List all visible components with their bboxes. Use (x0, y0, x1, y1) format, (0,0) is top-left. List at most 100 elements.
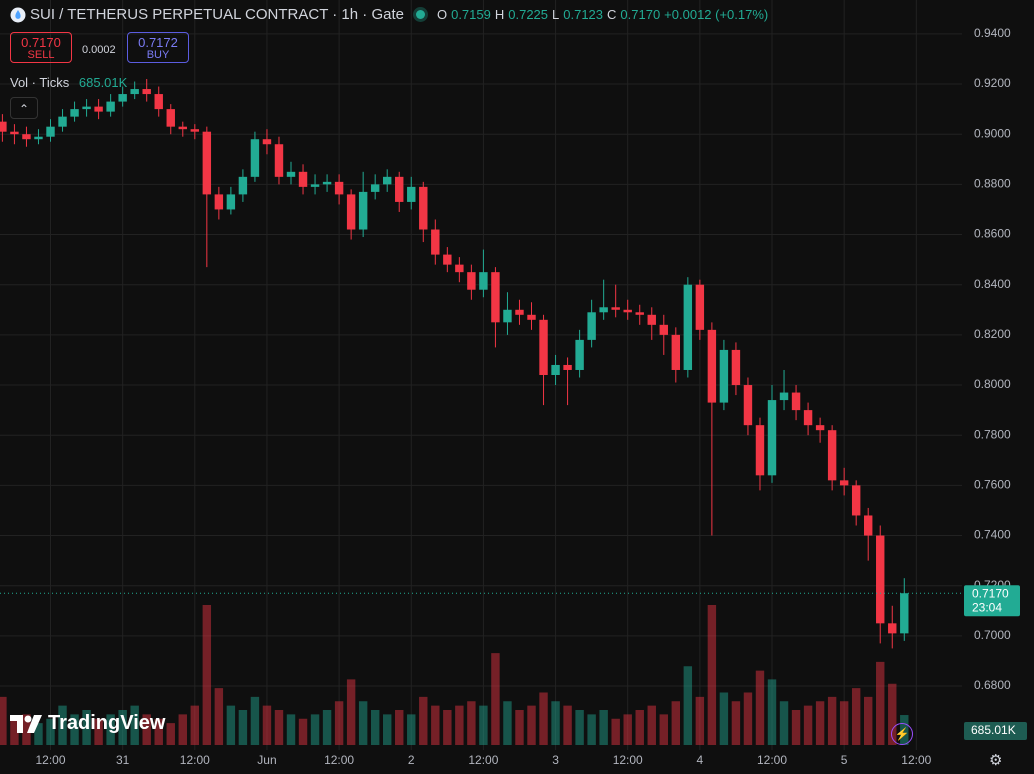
y-tick-label: 0.9000 (974, 126, 1011, 140)
volume-bar (202, 605, 212, 745)
volume-bar (250, 696, 260, 745)
x-tick-label: 12:00 (613, 753, 643, 767)
volume-legend-title[interactable]: Vol · Ticks (10, 75, 70, 90)
candle-body (515, 309, 524, 315)
candle-body (262, 139, 272, 145)
volume-bar (407, 714, 416, 745)
volume-bar (298, 718, 308, 745)
volume-bar (551, 701, 560, 745)
ohlc-key: O (436, 7, 448, 22)
y-tick-label: 0.7800 (974, 427, 1011, 441)
candle-body (743, 385, 753, 426)
volume-bar (443, 710, 452, 745)
countdown-label: 23:04 (972, 600, 1002, 614)
volume-bar (515, 710, 524, 745)
candle-body (0, 121, 7, 132)
y-tick-label: 0.8800 (974, 177, 1011, 191)
candle-body (250, 139, 260, 177)
candle-body (695, 284, 705, 330)
ohlc-value: 0.7170 (620, 7, 661, 22)
candle-body (322, 181, 332, 185)
sell-button[interactable]: 0.7170 SELL (10, 32, 72, 63)
candle-body (286, 171, 296, 177)
candle-body (431, 229, 440, 255)
x-tick-label: 2 (408, 753, 415, 767)
candle-body (467, 272, 476, 290)
candle-body (166, 109, 175, 127)
x-tick-label: 5 (841, 753, 848, 767)
candle-body (731, 349, 741, 386)
volume-bar (22, 714, 31, 745)
candle-body (154, 94, 163, 110)
y-tick-label: 0.7600 (974, 478, 1011, 492)
x-tick-label: 12:00 (901, 753, 931, 767)
settings-button[interactable]: ⚙ (989, 752, 1003, 769)
candle-body (443, 254, 452, 265)
volume-bar (888, 683, 897, 745)
x-tick-label: 12:00 (180, 753, 210, 767)
volume-bar (214, 688, 224, 745)
volume-bar (94, 718, 103, 745)
volume-bar (166, 723, 175, 745)
candle-body (803, 410, 813, 426)
candle-body (214, 194, 224, 210)
branding: TradingView (10, 712, 165, 735)
x-tick-label: 3 (552, 753, 559, 767)
candle-body (58, 116, 67, 127)
lightning-button[interactable]: ⚡ (891, 723, 913, 745)
candle-body (178, 126, 187, 130)
candle-body (647, 314, 656, 325)
candle-body (791, 392, 801, 411)
volume-bar (286, 714, 296, 745)
last-price-label: 0.7170 (972, 586, 1009, 600)
volume-bar (695, 696, 705, 745)
volume-bar (803, 705, 813, 745)
buy-label: BUY (146, 49, 170, 61)
volume-bar (755, 670, 765, 745)
candle-body (635, 312, 644, 315)
collapse-button[interactable]: ⌃ (10, 97, 38, 119)
candle-body (851, 485, 861, 516)
candle-body (563, 364, 572, 370)
y-tick-label: 0.8400 (974, 277, 1011, 291)
candle-body (527, 314, 536, 320)
buy-button[interactable]: 0.7172 BUY (127, 32, 189, 63)
candle-body (623, 309, 632, 313)
volume-bar (467, 701, 476, 745)
candle-body (479, 272, 488, 290)
volume-bar (178, 714, 187, 745)
candle-body (46, 126, 55, 137)
candle-body (551, 364, 560, 375)
volume-bar (419, 696, 428, 745)
volume-bar (707, 605, 717, 745)
x-tick-label: 4 (697, 753, 704, 767)
volume-bar (503, 701, 512, 745)
candle-body (779, 392, 789, 401)
volume-bar (876, 661, 885, 745)
candle-body (815, 425, 825, 431)
volume-bar (70, 714, 79, 745)
volume-bar (575, 710, 584, 745)
volume-legend: Vol · Ticks 685.01K (10, 75, 127, 90)
volume-bar (0, 696, 7, 745)
volume-bar (635, 710, 644, 745)
candle-body (888, 623, 897, 634)
volume-label: 685.01K (971, 723, 1016, 737)
volume-bar (82, 710, 91, 745)
symbol-title[interactable]: SUI / TETHERUS PERPETUAL CONTRACT · 1h ·… (30, 6, 404, 23)
volume-bar (118, 710, 127, 745)
candle-body (755, 425, 765, 476)
volume-bar (334, 701, 344, 745)
volume-bar (839, 701, 849, 745)
volume-bar (154, 718, 163, 745)
candle-body (298, 171, 308, 187)
candle-body (587, 312, 596, 340)
candle-body (599, 307, 608, 313)
volume-bar (431, 705, 440, 745)
candle-body (671, 334, 681, 370)
volume-bar (791, 710, 801, 745)
volume-bar (647, 705, 656, 745)
x-tick-label: Jun (257, 753, 276, 767)
candle-body (395, 176, 404, 202)
x-tick-label: 12:00 (757, 753, 787, 767)
